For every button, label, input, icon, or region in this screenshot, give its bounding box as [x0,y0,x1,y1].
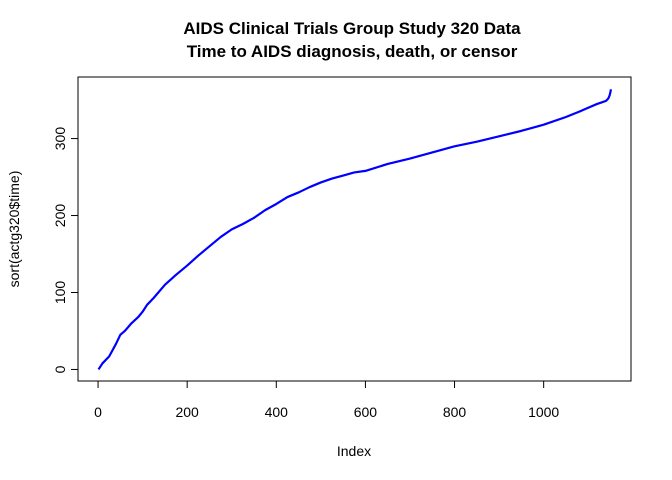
x-tick-label: 800 [443,404,467,420]
x-axis: 0 200 400 600 800 1000 [94,380,559,420]
chart-title: AIDS Clinical Trials Group Study 320 Dat… [183,19,521,38]
chart-subtitle: Time to AIDS diagnosis, death, or censor [187,42,518,61]
y-axis-label: sort(actg320$time) [6,171,22,288]
x-tick-label: 600 [354,404,378,420]
y-tick-label: 0 [52,365,68,373]
y-tick-label: 100 [52,281,68,305]
y-axis: 0 100 200 300 [52,127,79,373]
x-tick-label: 0 [94,404,102,420]
x-axis-label: Index [337,443,371,459]
x-tick-label: 400 [265,404,289,420]
x-tick-label: 200 [175,404,199,420]
x-tick-label: 1000 [528,404,559,420]
y-tick-label: 200 [52,204,68,228]
series-line [97,89,613,371]
y-tick-label: 300 [52,127,68,151]
